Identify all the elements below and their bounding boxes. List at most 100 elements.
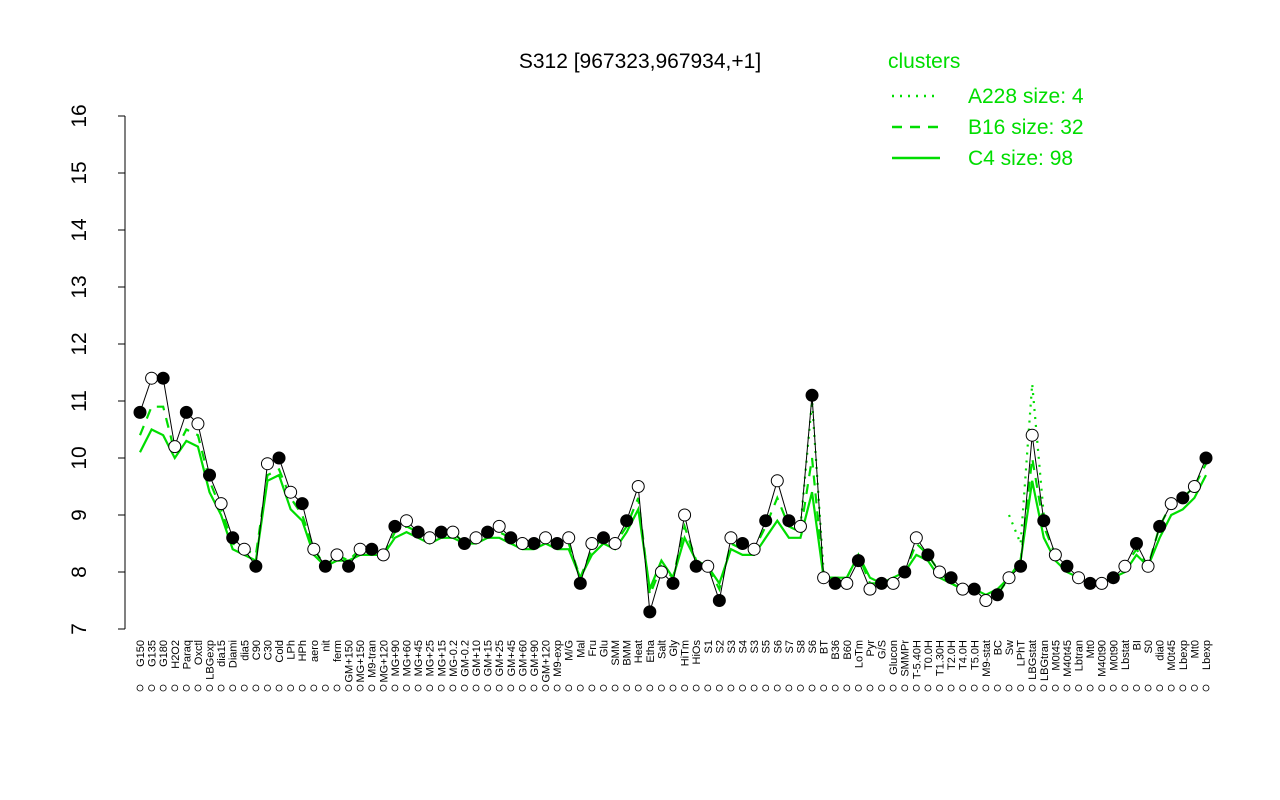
x-tick-dot xyxy=(936,684,943,692)
x-tick-dot xyxy=(623,684,631,692)
expression-point xyxy=(365,542,379,556)
x-tick-label: H2O2 xyxy=(170,640,182,669)
x-tick-dot xyxy=(750,684,758,692)
expression-point xyxy=(330,548,344,562)
expression-point xyxy=(921,548,935,562)
x-tick-label: T-5.40H xyxy=(911,640,923,679)
x-tick-dot xyxy=(148,684,155,692)
x-tick-dot xyxy=(600,684,607,692)
x-tick-dot xyxy=(1017,684,1025,692)
x-tick-dot xyxy=(588,684,596,692)
x-tick-label: LPh xyxy=(286,640,298,660)
x-tick-dot xyxy=(484,684,492,692)
x-tick-dot xyxy=(461,684,468,692)
expression-point xyxy=(226,531,240,545)
expression-point xyxy=(353,542,367,556)
expression-point xyxy=(342,559,356,573)
expression-point xyxy=(133,405,147,419)
x-tick-dot xyxy=(1156,684,1164,692)
x-tick-label: LBGstat xyxy=(1027,640,1039,680)
x-tick-dot xyxy=(530,684,538,692)
y-tick-label: 9 xyxy=(68,509,91,521)
x-tick-label: HiTm xyxy=(680,640,692,666)
x-tick-label: B60 xyxy=(842,640,854,660)
x-tick-dot xyxy=(843,684,851,692)
x-tick-label: MG+15 xyxy=(436,640,448,676)
expression-point xyxy=(851,554,865,568)
x-tick-label: LPhT xyxy=(1016,640,1028,667)
x-tick-dot xyxy=(495,684,503,692)
x-tick-dot xyxy=(773,684,781,692)
expression-point xyxy=(1141,559,1155,573)
expression-point xyxy=(654,565,668,579)
x-tick-dot xyxy=(808,684,816,692)
expression-point xyxy=(1187,480,1201,493)
x-tick-label: GM+60 xyxy=(517,640,529,676)
x-tick-label: M0t45 xyxy=(1050,640,1062,671)
expression-point xyxy=(1014,559,1028,573)
x-tick-label: GM+90 xyxy=(529,640,541,676)
x-tick-label: B36 xyxy=(830,640,842,660)
x-tick-dot xyxy=(240,684,248,692)
x-tick-dot xyxy=(171,684,179,692)
expression-point xyxy=(481,525,495,539)
x-tick-label: BMM xyxy=(622,640,634,666)
x-tick-label: Mt0 xyxy=(1189,640,1201,658)
expression-point xyxy=(504,531,518,545)
x-tick-dot xyxy=(542,684,549,692)
x-tick-dot xyxy=(785,684,793,692)
x-tick-dot xyxy=(912,684,920,692)
y-tick-label: 11 xyxy=(68,390,91,412)
expression-point xyxy=(805,388,819,402)
expression-point xyxy=(967,582,981,596)
x-tick-dot xyxy=(472,684,480,692)
x-tick-label: S6 xyxy=(772,640,784,653)
x-tick-label: GM+25 xyxy=(494,640,506,676)
x-tick-dot xyxy=(1167,684,1175,692)
expression-point xyxy=(1129,537,1143,550)
x-tick-dot xyxy=(762,684,770,692)
x-tick-dot xyxy=(646,684,654,692)
x-tick-dot xyxy=(252,684,260,692)
x-tick-dot xyxy=(275,684,283,692)
expression-point xyxy=(1164,497,1178,511)
y-tick-label: 12 xyxy=(68,332,91,355)
expression-point xyxy=(411,525,425,539)
x-tick-dot xyxy=(982,684,990,692)
x-tick-label: GM+150 xyxy=(344,640,356,683)
expression-point xyxy=(388,519,402,533)
x-tick-dot xyxy=(692,684,700,692)
x-tick-label: Gly xyxy=(668,640,680,657)
x-tick-label: nit xyxy=(320,640,332,652)
expression-point xyxy=(620,514,634,528)
expression-point xyxy=(179,405,193,419)
x-tick-label: M9-exp xyxy=(552,640,564,677)
x-tick-label: M40t45 xyxy=(1062,640,1074,677)
x-tick-label: Glu xyxy=(598,640,610,657)
x-tick-dot xyxy=(866,684,874,692)
x-tick-label: Mal xyxy=(575,640,587,658)
x-tick-label: MG+60 xyxy=(402,640,414,676)
expression-point xyxy=(272,451,286,465)
x-tick-label: S2 xyxy=(714,640,726,653)
expression-point xyxy=(295,497,309,511)
x-tick-label: dia5 xyxy=(239,640,251,661)
expression-point xyxy=(527,537,541,550)
x-tick-label: M40t90 xyxy=(1097,640,1109,677)
x-tick-dot xyxy=(889,684,897,692)
x-tick-label: MG+90 xyxy=(390,640,402,676)
expression-point xyxy=(214,497,228,511)
x-tick-label: BC xyxy=(992,640,1004,655)
y-tick-label: 15 xyxy=(68,161,91,184)
expression-point xyxy=(817,571,831,585)
x-tick-label: T5.0H xyxy=(969,640,981,670)
expression-point xyxy=(678,508,692,522)
legend-label: C4 size: 98 xyxy=(968,147,1073,170)
x-tick-dot xyxy=(634,684,642,692)
expression-point xyxy=(956,582,970,596)
x-tick-label: Salt xyxy=(656,640,668,659)
expression-point xyxy=(689,559,703,573)
x-tick-dot xyxy=(437,684,445,692)
expression-point xyxy=(782,514,796,528)
x-tick-dot xyxy=(576,684,584,692)
